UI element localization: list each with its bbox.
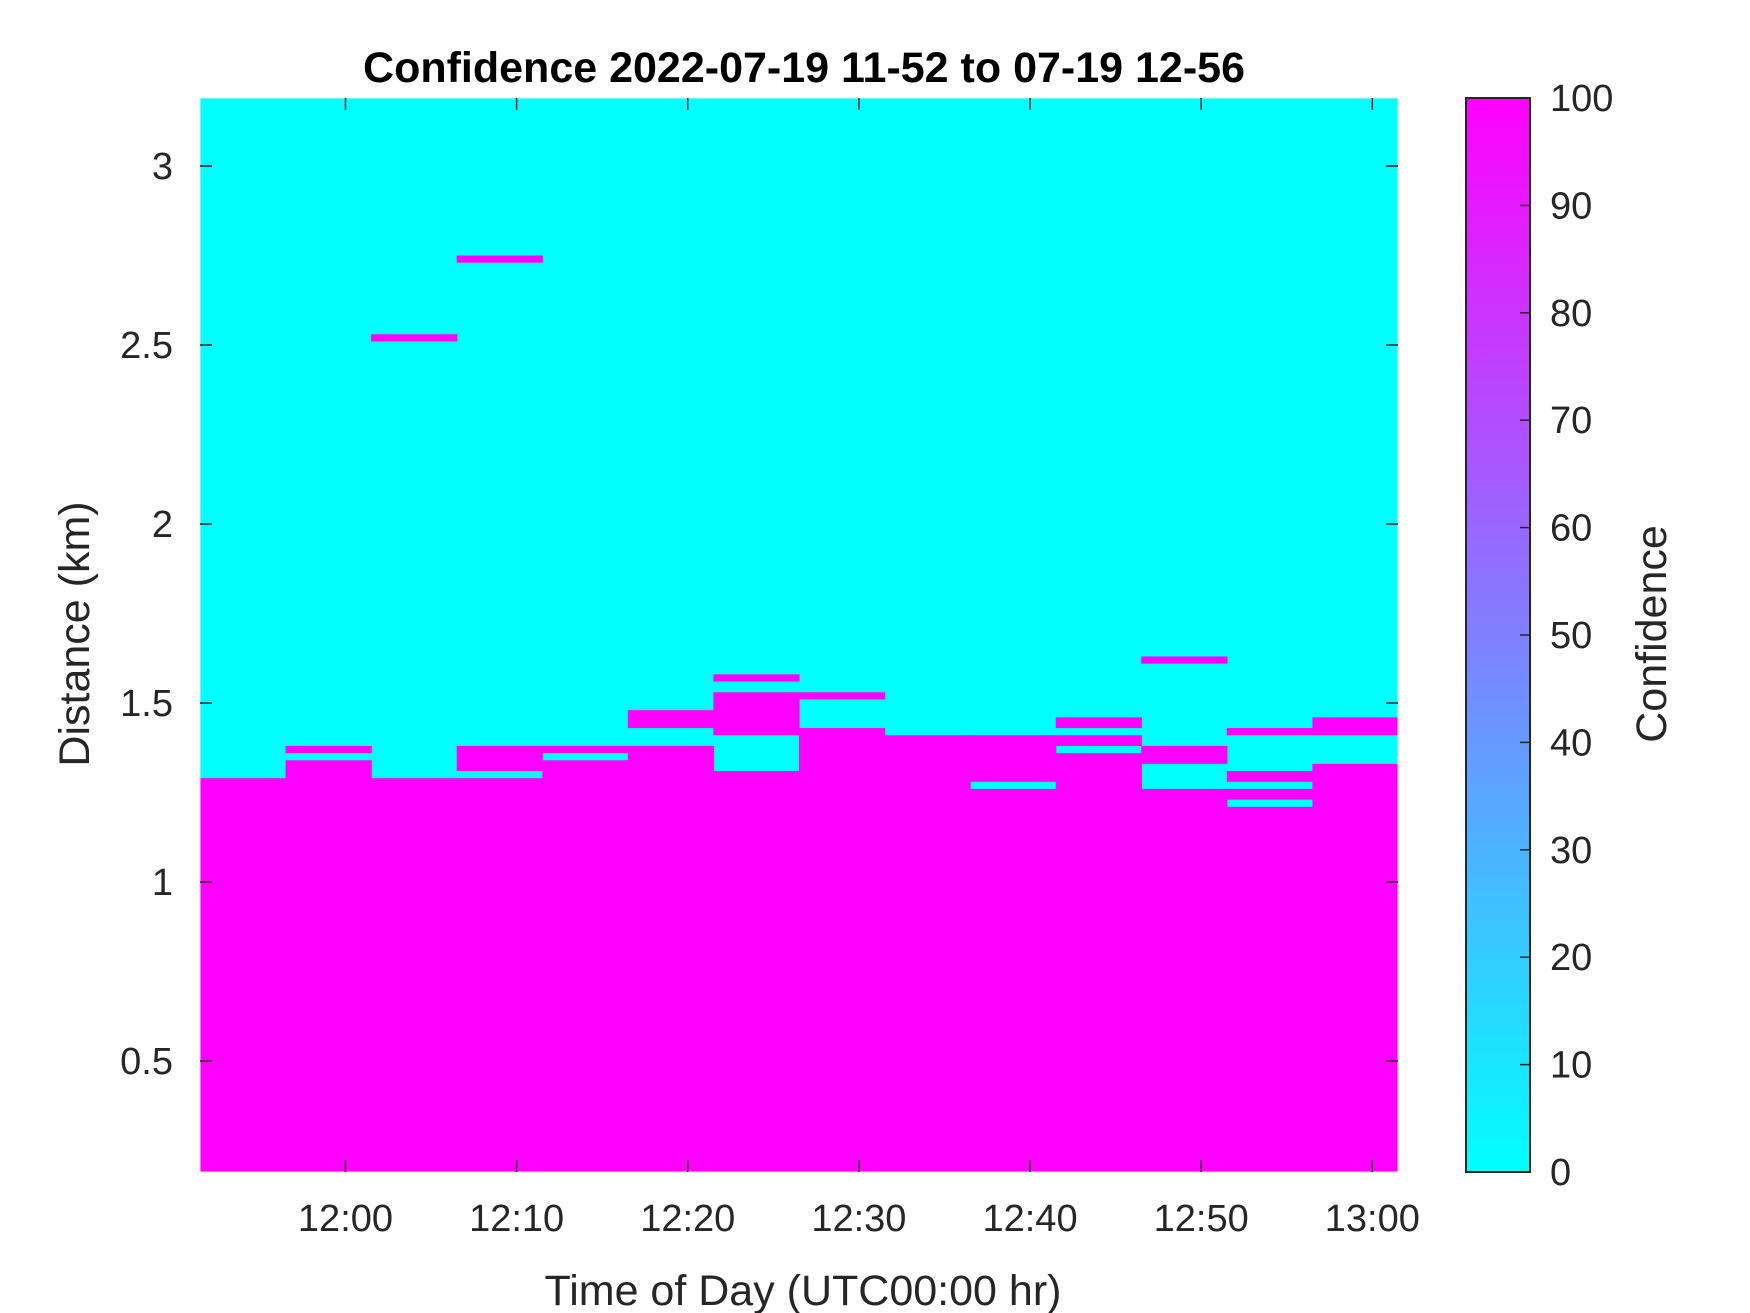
colorbar-tick-label: 60 <box>1550 508 1592 550</box>
heatmap-cell <box>799 728 886 1172</box>
x-tick-label: 12:20 <box>640 1198 735 1240</box>
x-tick-label: 12:10 <box>469 1198 564 1240</box>
heatmap-cell <box>1141 656 1228 664</box>
y-tick-label: 1 <box>152 862 173 904</box>
heatmap-cell <box>1055 753 1142 1172</box>
chart-title: Confidence 2022-07-19 11-52 to 07-19 12-… <box>363 44 1245 92</box>
heatmap-plot-area <box>200 98 1399 1172</box>
y-tick-label: 1.5 <box>120 683 173 725</box>
heatmap-cell <box>1055 735 1142 746</box>
heatmap-cell <box>285 745 372 754</box>
colorbar-tick-label: 30 <box>1550 830 1592 872</box>
heatmap-cell <box>542 760 629 1172</box>
heatmap-cell <box>1226 728 1314 736</box>
heatmap-cell <box>1312 717 1399 736</box>
heatmap-cell <box>1226 771 1314 782</box>
colorbar-tick-label: 40 <box>1550 722 1592 764</box>
heatmap-cell <box>285 760 372 1172</box>
colorbar: 0 10 20 30 40 50 60 70 80 90 100 <box>1465 78 1613 1194</box>
x-tick-label: 12:50 <box>1154 1198 1249 1240</box>
heatmap-cell <box>456 745 543 772</box>
colorbar-tick-label: 80 <box>1550 293 1592 335</box>
heatmap-cell <box>371 778 458 1172</box>
colorbar-tick-label: 90 <box>1550 185 1592 227</box>
heatmap-cell <box>713 692 800 736</box>
plot-frame <box>199 97 1399 1173</box>
x-axis-label: Time of Day (UTC00:00 hr) <box>545 1267 1062 1313</box>
axes: 12:00 12:10 12:20 12:30 12:40 12:50 13:00 0.5 1 1… <box>120 97 1420 1240</box>
x-tick-label: 12:30 <box>811 1198 906 1240</box>
heatmap-cell <box>456 255 543 263</box>
heatmap-cell <box>456 778 543 1172</box>
heatmap-cell <box>970 735 1057 782</box>
heatmap-cell <box>884 735 971 1172</box>
y-tick-label: 2.5 <box>120 325 173 367</box>
heatmap-cell <box>1226 788 1314 800</box>
x-tick-label: 12:00 <box>298 1198 393 1240</box>
y-tick-label: 0.5 <box>120 1041 173 1083</box>
colorbar-gradient <box>1465 97 1531 1173</box>
heatmap-cell <box>1055 717 1142 729</box>
y-tick-label: 3 <box>152 146 173 188</box>
heatmap-cell <box>627 745 715 1172</box>
x-tick-label: 13:00 <box>1325 1198 1420 1240</box>
colorbar-tick-label: 10 <box>1550 1045 1592 1087</box>
heatmap-cell <box>371 334 458 342</box>
heatmap-cell <box>1141 745 1228 764</box>
heatmap-cell <box>970 788 1057 1172</box>
heatmap-cell <box>200 778 287 1172</box>
heatmap-cell <box>1226 806 1314 1172</box>
colorbar-tick-label: 100 <box>1550 78 1613 120</box>
colorbar-tick-label: 0 <box>1550 1152 1571 1194</box>
heatmap-cell <box>799 692 886 700</box>
heatmap-cell <box>1141 788 1228 1172</box>
x-tick-label: 12:40 <box>982 1198 1077 1240</box>
heatmap-cell <box>713 674 800 682</box>
heatmap-cell <box>542 745 629 754</box>
colorbar-tick-label: 70 <box>1550 400 1592 442</box>
colorbar-tick-label: 20 <box>1550 937 1592 979</box>
heatmap-cell <box>713 771 800 1172</box>
y-tick-label: 2 <box>152 504 173 546</box>
y-axis-label: Distance (km) <box>51 501 99 766</box>
heatmap-cell <box>1312 763 1399 1172</box>
colorbar-label: Confidence <box>1628 525 1676 743</box>
colorbar-tick-label: 50 <box>1550 615 1592 657</box>
heatmap-cell <box>627 710 715 729</box>
